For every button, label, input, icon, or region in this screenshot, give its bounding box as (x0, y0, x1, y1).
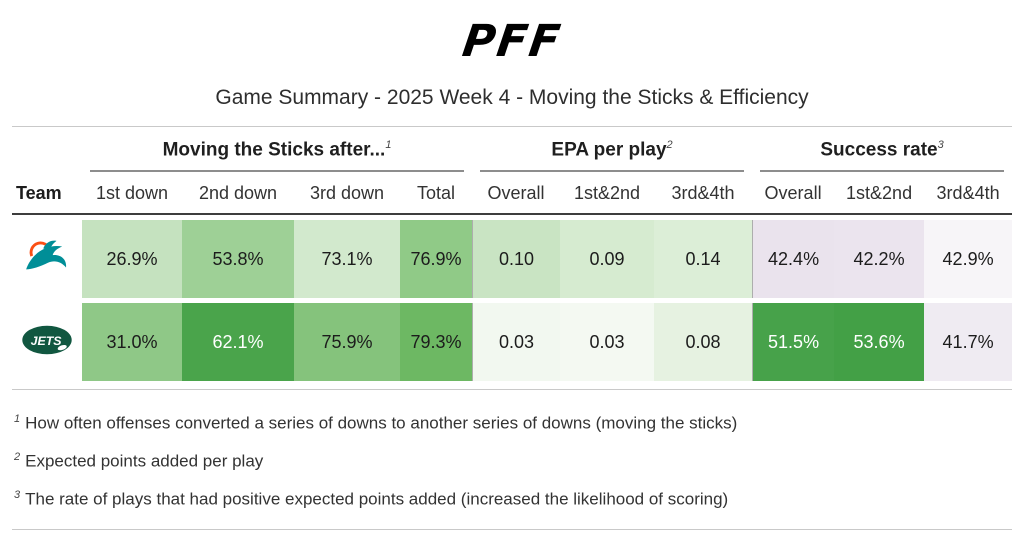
column-header-1st-down: 1st down (82, 172, 182, 216)
footnote-2: 2 Expected points added per play (14, 450, 1010, 474)
stat-cell: 51.5% (752, 303, 835, 382)
footnote-ref-3: 3 (937, 139, 944, 151)
footnote-ref-2: 2 (666, 139, 673, 151)
jets-logo-icon: JETS (22, 325, 72, 355)
stats-table: Moving the Sticks after...1 EPA per play… (12, 129, 1013, 382)
footnote-3-text: The rate of plays that had positive expe… (25, 489, 729, 509)
stat-cell: 0.08 (654, 303, 753, 382)
footnote-1-mark: 1 (14, 413, 21, 426)
footnote-3-mark: 3 (14, 488, 21, 501)
column-header-epa-1st2nd: 1st&2nd (560, 172, 655, 216)
table-row-jets: JETS 31.0% 62.1% 75.9% 79.3% 0.03 0.03 0… (12, 303, 1013, 382)
group-header-row: Moving the Sticks after...1 EPA per play… (12, 129, 1012, 173)
stat-cell: 73.1% (294, 220, 400, 299)
team-logo-jets: JETS (12, 303, 82, 382)
group-label: EPA per play (551, 139, 667, 161)
stat-cell: 42.4% (752, 220, 835, 299)
table-row-dolphins: 26.9% 53.8% 73.1% 76.9% 0.10 0.09 0.14 4… (12, 220, 1013, 299)
stat-cell: 0.03 (472, 303, 561, 382)
column-header-team: Team (12, 172, 82, 216)
group-label: Success rate (820, 139, 938, 161)
team-logo-dolphins (12, 220, 82, 299)
stat-cell: 76.9% (400, 220, 473, 299)
stat-cell: 53.6% (834, 303, 925, 382)
stat-cell: 53.8% (182, 220, 294, 299)
column-header-sr-3rd4th: 3rd&4th (924, 172, 1013, 216)
stat-cell: 75.9% (294, 303, 400, 382)
footnote-1: 1 How often offenses converted a series o… (14, 412, 1010, 436)
footnote-1-text: How often offenses converted a series of… (25, 413, 738, 433)
group-header-success-rate: Success rate3 (752, 129, 1012, 173)
column-header-sr-overall: Overall (752, 172, 835, 216)
column-header-sr-1st2nd: 1st&2nd (834, 172, 925, 216)
stat-cell: 42.2% (834, 220, 925, 299)
dolphins-logo-icon (26, 240, 67, 270)
footnote-2-text: Expected points added per play (25, 451, 264, 471)
table-footnotes-divider (12, 389, 1012, 391)
stat-cell: 62.1% (182, 303, 294, 382)
column-header-epa-3rd4th: 3rd&4th (654, 172, 753, 216)
stat-cell: 0.10 (472, 220, 561, 299)
pff-logo: PFF (459, 16, 565, 67)
group-header-epa: EPA per play2 (472, 129, 752, 173)
footnote-ref-1: 1 (385, 139, 392, 151)
page-title: Game Summary - 2025 Week 4 - Moving the … (215, 86, 809, 109)
group-label: Moving the Sticks after... (162, 139, 386, 161)
footnotes: 1 How often offenses converted a series o… (12, 390, 1012, 511)
group-header-moving-sticks: Moving the Sticks after...1 (82, 129, 472, 173)
stat-cell: 42.9% (924, 220, 1013, 299)
stat-cell: 26.9% (82, 220, 182, 299)
stat-cell: 31.0% (82, 303, 182, 382)
footnote-2-mark: 2 (14, 450, 21, 463)
column-header-3rd-down: 3rd down (294, 172, 400, 216)
stat-cell: 0.14 (654, 220, 753, 299)
stat-cell: 41.7% (924, 303, 1013, 382)
bottom-divider (12, 529, 1012, 531)
footnote-3: 3 The rate of plays that had positive exp… (14, 488, 1010, 512)
stat-cell: 0.09 (560, 220, 655, 299)
header: PFF (12, 0, 1012, 67)
column-header-row: Team 1st down 2nd down 3rd down Total Ov… (12, 172, 1013, 216)
stat-cell: 79.3% (400, 303, 473, 382)
group-header-spacer (12, 129, 82, 172)
column-header-2nd-down: 2nd down (182, 172, 294, 216)
column-header-epa-overall: Overall (472, 172, 561, 216)
svg-text:JETS: JETS (31, 334, 63, 348)
title-divider (12, 126, 1012, 127)
stat-cell: 0.03 (560, 303, 655, 382)
column-header-total: Total (400, 172, 473, 216)
pff-game-summary-page: PFF Game Summary - 2025 Week 4 - Moving … (12, 0, 1013, 531)
